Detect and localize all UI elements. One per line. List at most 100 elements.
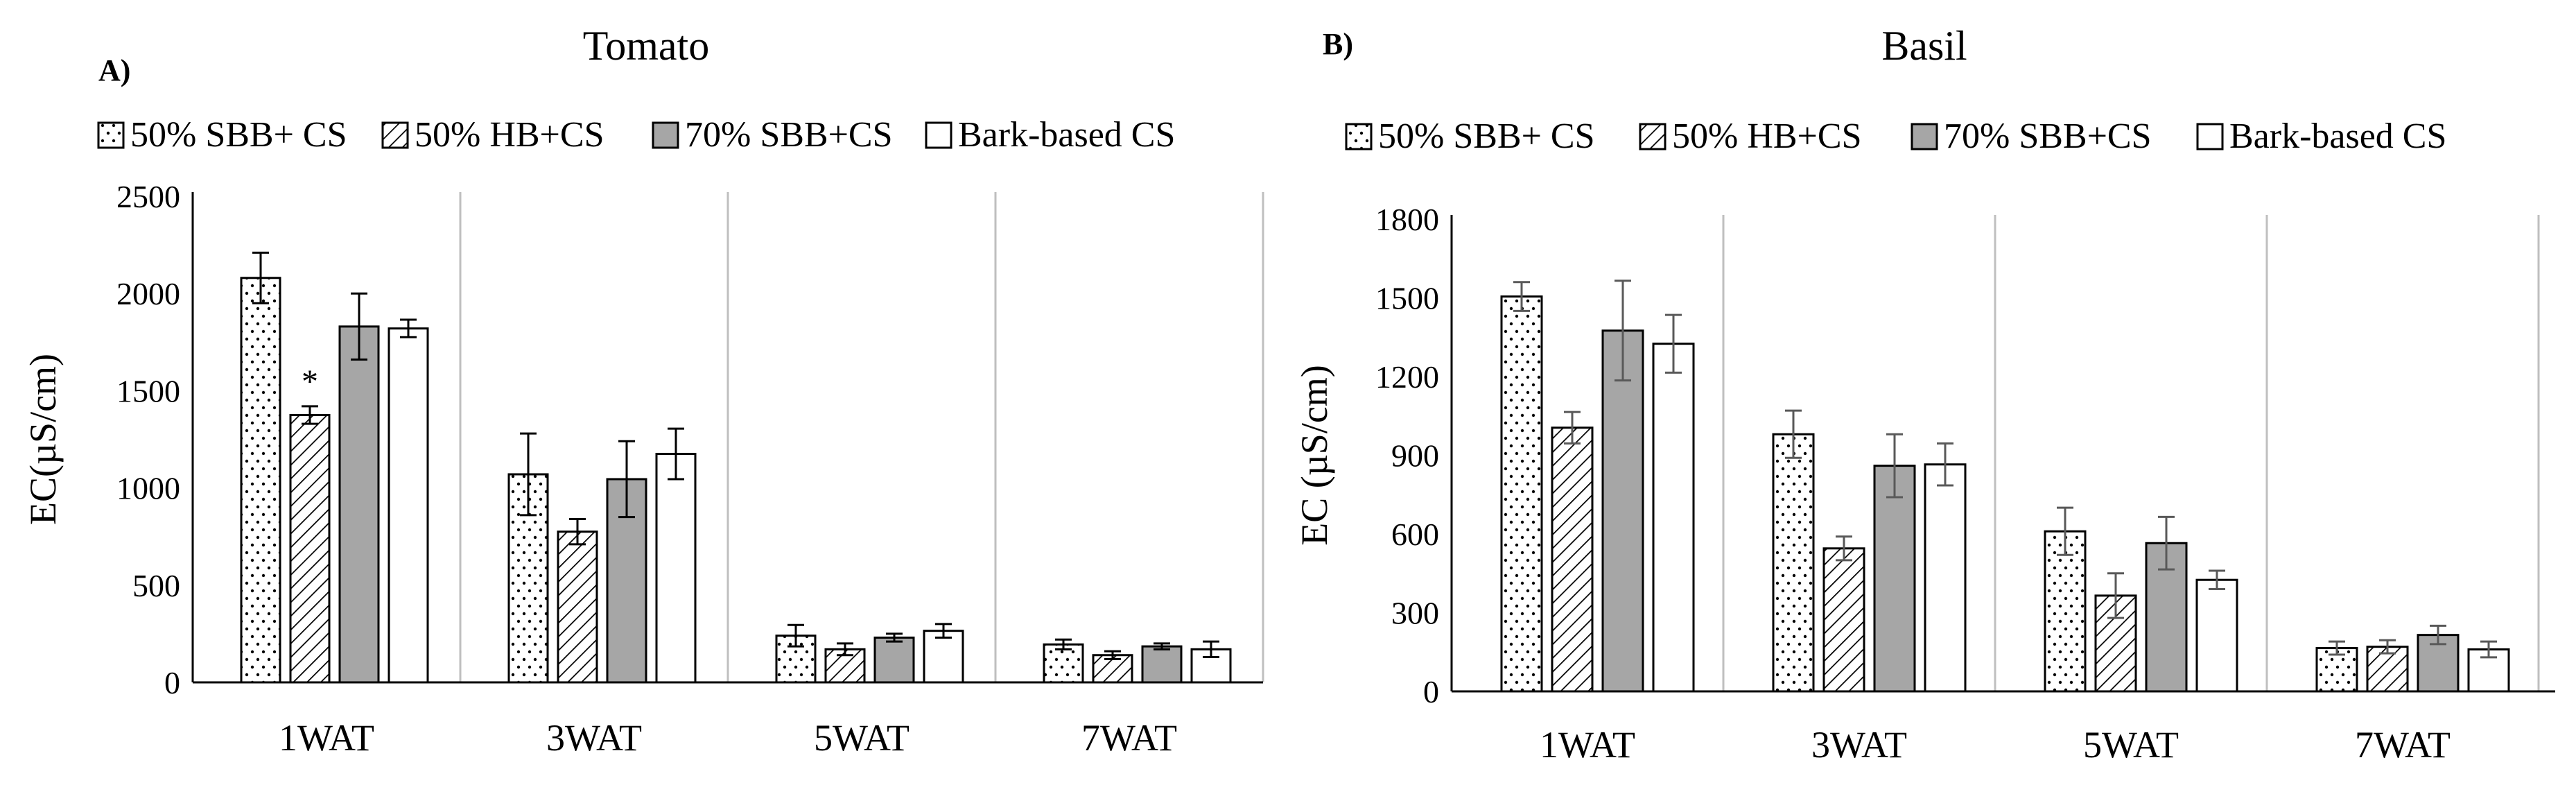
legend-label: Bark-based CS (958, 115, 1175, 155)
error-bar (2379, 639, 2396, 655)
y-tick-label: 1800 (1375, 202, 1439, 237)
legend-item: 70% SBB+CS (652, 115, 893, 155)
legend-swatch-dots (97, 121, 125, 149)
error-bar (1154, 642, 1170, 650)
y-tick-label: 1200 (1375, 359, 1439, 395)
bar (1500, 295, 1543, 693)
error-bar (1203, 640, 1219, 659)
error-bar (668, 427, 684, 481)
tomato-panel: A) Tomato 50% SBB+ CS 50% HB+CS 70% SBB+… (22, 23, 1264, 759)
error-bar (2430, 624, 2446, 646)
x-tick-label: 3WAT (1811, 724, 1907, 766)
y-tick-label: 900 (1391, 438, 1439, 474)
error-bar (1513, 281, 1530, 312)
legend-label: 50% SBB+ CS (1378, 116, 1595, 156)
legend: 50% SBB+ CS 50% HB+CS 70% SBB+CS Bark-ba… (97, 115, 1175, 155)
bar (240, 277, 281, 684)
bar (1772, 433, 1815, 693)
plot-area: 0 500 1000 1500 2000 2500 EC(µS/cm) 1WAT 3WAT 5WA… (22, 179, 1264, 759)
error-bar (1937, 442, 1953, 487)
x-tick-label: 1WAT (1540, 724, 1635, 766)
legend: 50% SBB+ CS 50% HB+CS 70% SBB+CS Bark-ba… (1345, 116, 2446, 156)
error-bar (2480, 640, 2497, 659)
x-tick-label: 1WAT (279, 717, 374, 759)
legend-label: Bark-based CS (2229, 116, 2446, 156)
x-tick-label: 5WAT (2083, 724, 2179, 766)
bar (1601, 329, 1644, 693)
x-tick-label: 5WAT (814, 717, 910, 759)
legend-label: 50% HB+CS (415, 115, 604, 155)
chart-title: Basil (1881, 23, 1967, 69)
y-tick-label: 2500 (116, 179, 180, 214)
bar (289, 413, 331, 684)
error-bar (351, 292, 367, 361)
bar (1652, 343, 1695, 693)
legend-item: 50% SBB+ CS (1345, 116, 1595, 156)
legend-swatch-white (2196, 123, 2224, 150)
panel-label: B) (1323, 27, 1353, 61)
y-tick-label: 1500 (116, 373, 180, 408)
y-tick-label: 2000 (116, 276, 180, 311)
legend-label: 50% HB+CS (1672, 116, 1861, 156)
x-tick-label: 7WAT (1081, 717, 1177, 759)
bar (1873, 465, 1916, 693)
error-bar (2329, 640, 2345, 656)
bar (388, 327, 429, 684)
error-bar (1615, 279, 1631, 382)
error-bar (2107, 572, 2124, 619)
x-tick-label: 3WAT (546, 717, 642, 759)
error-bar (302, 405, 318, 425)
y-tick-label: 1000 (116, 471, 180, 506)
y-tick-label: 1500 (1375, 281, 1439, 316)
y-axis-label: EC(µS/cm) (22, 354, 64, 525)
legend-swatch-hatch (1639, 123, 1666, 150)
bar (338, 325, 380, 684)
error-bar (569, 517, 586, 546)
error-bar (1104, 650, 1121, 660)
error-bar (1886, 433, 1903, 499)
bar (1043, 643, 1084, 684)
error-bar (886, 632, 903, 643)
error-bar (520, 432, 537, 517)
legend-swatch-dots (1345, 123, 1373, 150)
bar (873, 637, 915, 684)
bar (1141, 645, 1183, 684)
significance-marker: * (302, 363, 318, 400)
bar (655, 453, 697, 684)
error-bar (1055, 638, 1072, 650)
panel-label: A) (98, 53, 130, 87)
error-bar (935, 623, 952, 639)
legend-item: 70% SBB+CS (1911, 116, 2152, 156)
bar (2195, 578, 2238, 693)
y-tick-label: 300 (1391, 596, 1439, 631)
legend-swatch-white (925, 121, 952, 149)
legend-item: 50% HB+CS (381, 115, 604, 155)
error-bar (1785, 409, 1802, 459)
legend-label: 50% SBB+ CS (130, 115, 347, 155)
x-tick-label: 7WAT (2355, 724, 2451, 766)
error-bar (2057, 506, 2073, 556)
bar (1924, 463, 1967, 693)
legend-swatch-hatch (381, 121, 409, 149)
bar (2044, 530, 2087, 693)
y-axis-label: EC (µS/cm) (1294, 365, 1335, 546)
error-bar (787, 623, 804, 648)
y-tick-label: 500 (132, 568, 180, 603)
legend-item: Bark-based CS (925, 115, 1175, 155)
plot-area: 0 300 600 900 1200 1500 1800 EC (µS/cm) 1WAT 3WAT… (1294, 202, 2555, 766)
bar (557, 530, 598, 684)
error-bar (2158, 515, 2175, 571)
basil-panel: B) Basil 50% SBB+ CS 50% HB+CS 70% SBB+C… (1294, 23, 2555, 766)
error-bar (1564, 411, 1581, 445)
chart-title: Tomato (583, 23, 709, 69)
error-bar (400, 318, 417, 338)
legend-swatch-gray (652, 121, 679, 149)
legend-item: 50% SBB+ CS (97, 115, 347, 155)
legend-label: 70% SBB+CS (685, 115, 893, 155)
error-bar (1836, 535, 1852, 562)
y-tick-label: 600 (1391, 517, 1439, 552)
legend-swatch-gray (1911, 123, 1938, 150)
error-bar (1665, 313, 1682, 374)
error-bar (837, 642, 853, 657)
